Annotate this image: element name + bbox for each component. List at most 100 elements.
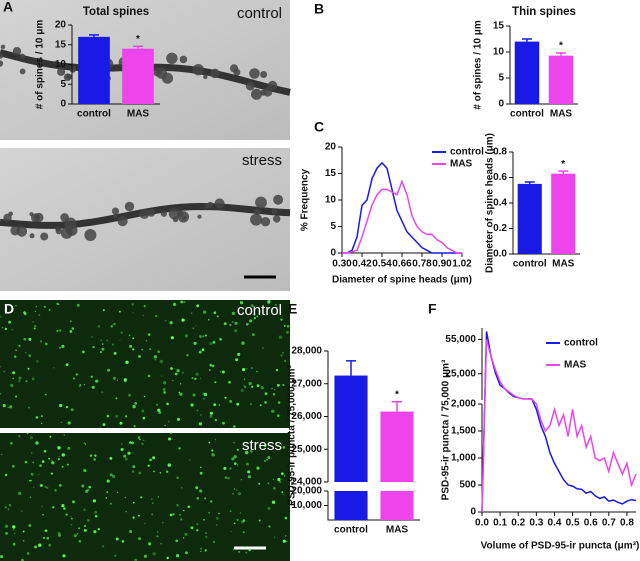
puncta xyxy=(251,385,254,388)
puncta xyxy=(86,519,90,522)
puncta xyxy=(24,460,28,464)
x-tick-label: 0.1 xyxy=(493,518,507,529)
puncta xyxy=(242,519,246,522)
puncta xyxy=(23,337,27,341)
puncta xyxy=(102,545,105,548)
puncta xyxy=(230,530,232,533)
series-line xyxy=(342,161,462,254)
y-axis-label: Diameter of spine heads (μm) xyxy=(485,133,496,273)
spine xyxy=(249,68,260,79)
puncta xyxy=(83,524,87,528)
puncta xyxy=(246,368,248,370)
spine xyxy=(197,214,202,219)
puncta xyxy=(169,321,173,325)
puncta xyxy=(76,532,79,535)
y-tick-label: 0.4 xyxy=(493,198,507,209)
puncta xyxy=(119,339,121,341)
puncta xyxy=(33,327,36,330)
spine xyxy=(210,68,220,79)
puncta xyxy=(213,311,217,315)
puncta xyxy=(30,436,33,440)
puncta xyxy=(231,457,235,461)
puncta xyxy=(72,500,75,504)
puncta xyxy=(200,550,202,552)
bar xyxy=(548,55,574,104)
puncta xyxy=(213,403,217,407)
puncta xyxy=(27,367,30,370)
x-tick-label: 0.54 xyxy=(372,259,392,270)
puncta xyxy=(137,436,141,439)
puncta xyxy=(200,547,203,550)
puncta xyxy=(69,320,72,323)
puncta xyxy=(119,310,121,313)
puncta xyxy=(0,366,1,368)
x-tick-label: 0.66 xyxy=(392,259,412,270)
puncta xyxy=(249,319,253,323)
puncta xyxy=(73,534,77,538)
puncta xyxy=(267,456,271,459)
micrographs xyxy=(0,0,291,561)
spine xyxy=(177,211,190,223)
puncta xyxy=(281,472,284,476)
legend-label: MAS xyxy=(564,360,587,371)
puncta xyxy=(10,383,14,388)
puncta xyxy=(4,524,9,528)
spine xyxy=(66,73,72,80)
puncta xyxy=(50,472,54,475)
puncta xyxy=(38,473,40,476)
puncta xyxy=(172,513,175,516)
puncta xyxy=(12,377,14,380)
puncta xyxy=(200,377,202,379)
spine xyxy=(19,53,26,59)
puncta xyxy=(39,464,42,467)
puncta xyxy=(18,376,22,380)
puncta xyxy=(15,349,17,351)
bar xyxy=(551,173,576,254)
puncta xyxy=(282,493,285,496)
x-tick-label: MAS xyxy=(550,109,573,120)
puncta xyxy=(115,414,119,418)
puncta xyxy=(42,513,44,516)
puncta xyxy=(121,540,125,543)
puncta xyxy=(244,546,246,549)
puncta xyxy=(115,537,119,541)
x-tick-label: 1.02 xyxy=(452,259,472,270)
puncta xyxy=(41,422,43,425)
puncta xyxy=(94,510,98,514)
puncta xyxy=(71,327,75,330)
puncta xyxy=(260,386,264,390)
puncta xyxy=(78,385,81,388)
puncta xyxy=(208,319,210,321)
y-axis-label: PSD-95-ir puncta / 75,000 μm³ xyxy=(287,365,298,506)
puncta xyxy=(209,414,213,418)
x-tick-label: 0.2 xyxy=(511,518,525,529)
puncta xyxy=(283,325,286,327)
puncta xyxy=(236,518,239,522)
puncta xyxy=(198,350,202,354)
puncta xyxy=(267,299,271,304)
puncta xyxy=(256,315,259,318)
chart-title: Thin spines xyxy=(512,6,576,18)
puncta xyxy=(154,358,157,361)
puncta xyxy=(247,470,251,474)
puncta xyxy=(236,402,240,406)
puncta xyxy=(44,529,47,532)
spine xyxy=(273,194,284,205)
puncta xyxy=(180,486,183,489)
puncta xyxy=(252,333,255,336)
puncta xyxy=(71,517,73,520)
puncta xyxy=(212,340,216,344)
puncta xyxy=(203,519,205,521)
puncta xyxy=(44,393,47,396)
puncta xyxy=(203,310,207,314)
puncta xyxy=(238,551,240,553)
puncta xyxy=(125,511,127,513)
puncta xyxy=(157,496,159,498)
puncta xyxy=(223,466,227,470)
image-label: stress xyxy=(242,437,282,454)
spine xyxy=(40,232,49,241)
spine xyxy=(273,215,281,223)
puncta xyxy=(238,492,241,496)
puncta xyxy=(277,383,280,387)
spine xyxy=(19,68,26,75)
